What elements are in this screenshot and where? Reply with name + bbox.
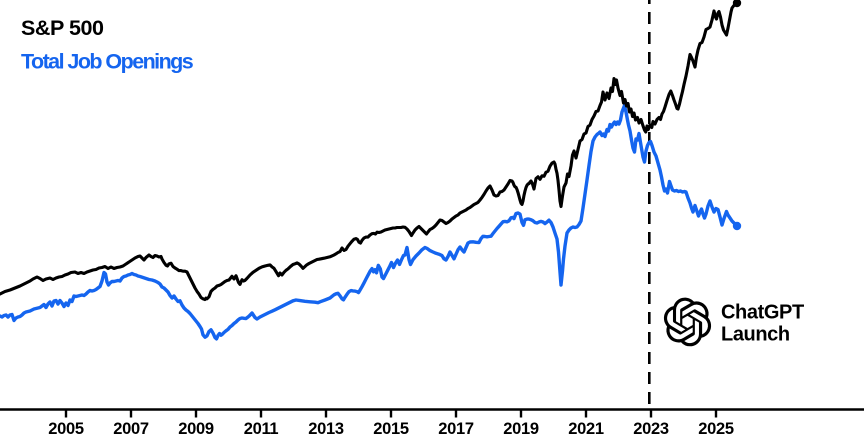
svg-text:2017: 2017 bbox=[438, 420, 474, 438]
svg-text:2025: 2025 bbox=[698, 420, 734, 438]
svg-text:2019: 2019 bbox=[503, 420, 539, 438]
svg-text:2009: 2009 bbox=[178, 420, 214, 438]
svg-text:2013: 2013 bbox=[308, 420, 344, 438]
svg-text:ChatGPT: ChatGPT bbox=[721, 302, 804, 324]
svg-text:2005: 2005 bbox=[48, 420, 84, 438]
svg-text:2015: 2015 bbox=[373, 420, 409, 438]
svg-text:Launch: Launch bbox=[721, 324, 790, 346]
svg-text:S&P 500: S&P 500 bbox=[21, 16, 104, 40]
svg-text:Total Job Openings: Total Job Openings bbox=[21, 50, 194, 74]
svg-text:2011: 2011 bbox=[244, 420, 279, 438]
svg-text:2021: 2021 bbox=[568, 420, 604, 438]
svg-text:2007: 2007 bbox=[113, 420, 149, 438]
svg-text:2023: 2023 bbox=[633, 420, 669, 438]
